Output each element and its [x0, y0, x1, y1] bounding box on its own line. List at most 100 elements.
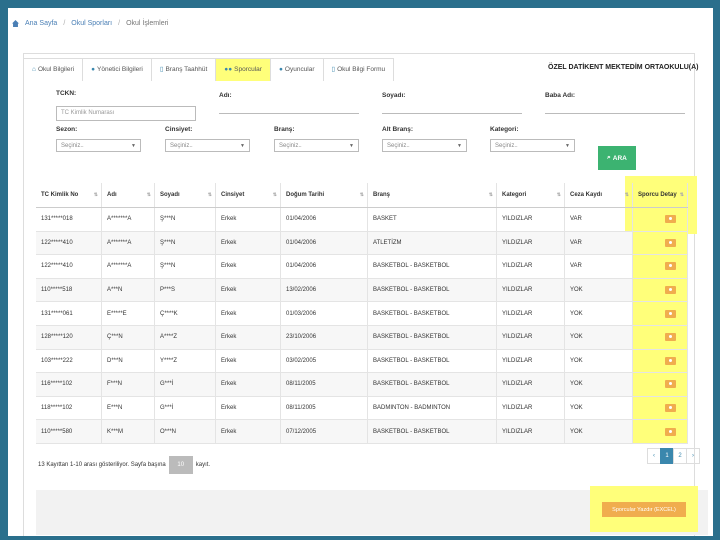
col-kategori[interactable]: Kategori ⇅ — [496, 183, 565, 208]
detail-button[interactable] — [665, 309, 676, 318]
search-button[interactable]: ⌕ ARA — [598, 146, 636, 170]
col-sporcu-detay[interactable]: Sporcu Detay ⇅ — [632, 183, 688, 208]
col-tc[interactable]: TC Kimlik No ⇅ — [36, 183, 102, 208]
excel-export-button[interactable]: Sporcular Yazdır (EXCEL) — [602, 502, 686, 517]
sort-icon: ⇅ — [146, 192, 151, 198]
table-cell: BADMINTON - BADMINTON — [367, 396, 497, 421]
table-cell: 118*****102 — [36, 396, 102, 421]
detail-button[interactable] — [665, 380, 676, 389]
tab-okul-bilgileri[interactable]: ⌂ Okul Bilgileri — [23, 58, 84, 81]
table-cell: E*****E — [101, 301, 155, 326]
tab-label: Branş Taahhüt — [165, 66, 208, 73]
page-2-button[interactable]: 2 — [673, 448, 687, 464]
detail-button[interactable] — [665, 333, 676, 342]
table-row: 128*****120 Ç***N A****Z Erkek 23/10/2006 BAS… — [36, 325, 688, 350]
table-cell: A***N — [101, 278, 155, 303]
table-cell: 08/11/2005 — [280, 396, 368, 421]
tab-label: Okul Bilgi Formu — [337, 66, 386, 73]
breadcrumb-separator: / — [63, 20, 66, 27]
table-cell: YILDIZLAR — [496, 372, 565, 397]
table-cell: YOK — [564, 349, 633, 374]
tckn-input[interactable]: TC Kimlik Numarası — [56, 106, 196, 121]
table-row: 110*****518 A***N P***S Erkek 13/02/2006 BASK… — [36, 278, 688, 303]
table-row: 122*****410 A*******A Ş***N Erkek 01/04/2006… — [36, 231, 688, 256]
sezon-select[interactable]: Seçiniz.. ▼ — [56, 139, 141, 152]
detail-button[interactable] — [665, 262, 676, 271]
table-cell: 01/04/2006 — [280, 254, 368, 279]
cinsiyet-select[interactable]: Seçiniz.. ▼ — [165, 139, 250, 152]
breadcrumb-okul-sporlari[interactable]: Okul Sporları — [71, 20, 113, 27]
breadcrumb-home[interactable]: Ana Sayfa — [25, 20, 58, 27]
users-icon: ●● — [224, 66, 233, 73]
tab-label: Yönetici Bilgileri — [97, 66, 143, 73]
table-cell: BASKETBOL - BASKETBOL — [367, 349, 497, 374]
caret-down-icon: ▼ — [240, 143, 245, 149]
tab-oyuncular[interactable]: ● Oyuncular — [269, 58, 324, 81]
col-cinsiyet[interactable]: Cinsiyet ⇅ — [215, 183, 281, 208]
table-cell: YOK — [564, 325, 633, 350]
tab-label: Okul Bilgileri — [37, 66, 75, 73]
table-cell: A*******A — [101, 254, 155, 279]
detail-button[interactable] — [665, 215, 676, 224]
table-cell: 01/03/2006 — [280, 301, 368, 326]
page-size-select[interactable]: 10 — [168, 456, 193, 474]
detail-button[interactable] — [665, 238, 676, 247]
table-cell: BASKET — [367, 207, 497, 232]
sporcu-detay-cell — [632, 419, 688, 444]
soyadi-input[interactable] — [382, 98, 522, 114]
detail-button[interactable] — [665, 286, 676, 295]
sort-icon: ⇅ — [207, 192, 212, 198]
adi-input[interactable] — [219, 98, 359, 114]
table-row: 116*****102 F***N G***İ Erkek 08/11/2005 BASK… — [36, 372, 688, 397]
table-cell: YILDIZLAR — [496, 396, 565, 421]
detail-button[interactable] — [665, 356, 676, 365]
col-soyadi[interactable]: Soyadı ⇅ — [154, 183, 216, 208]
user-icon: ● — [278, 66, 283, 73]
table-cell: D***N — [101, 349, 155, 374]
table-row: 131*****061 E*****E Ç****K Erkek 01/03/2006 B… — [36, 301, 688, 326]
table-cell: O***N — [154, 419, 216, 444]
table-cell: Erkek — [215, 301, 281, 326]
page-size-value: 10 — [177, 462, 185, 468]
kategori-select[interactable]: Seçiniz.. ▼ — [490, 139, 575, 152]
user-icon: ● — [91, 66, 95, 73]
tab-sporcular[interactable]: ●● Sporcular — [215, 58, 271, 81]
content-panel — [23, 53, 695, 536]
table-cell: 122*****410 — [36, 231, 102, 256]
table-cell: YILDIZLAR — [496, 349, 565, 374]
tab-brans-taahhut[interactable]: ▯ Branş Taahhüt — [150, 58, 217, 81]
table-cell: YOK — [564, 419, 633, 444]
table-cell: 03/02/2005 — [280, 349, 368, 374]
detail-button[interactable] — [665, 427, 676, 436]
soyadi-label: Soyadı: — [382, 92, 406, 99]
header-label: TC Kimlik No — [41, 192, 79, 198]
alt-brans-select[interactable]: Seçiniz.. ▼ — [382, 139, 467, 152]
sporcular-table: TC Kimlik No ⇅ Adı ⇅ Soyadı ⇅ Cinsiyet ⇅ Doğ… — [36, 183, 688, 444]
brans-label: Branş: — [274, 126, 295, 133]
tab-yonetici-bilgileri[interactable]: ● Yönetici Bilgileri — [82, 58, 152, 81]
sporcu-detay-cell — [632, 349, 688, 374]
page-1-button[interactable]: 1 — [660, 448, 674, 464]
prev-page-button[interactable]: ‹ — [647, 448, 661, 464]
sort-icon: ⇅ — [272, 192, 277, 198]
tab-label: Oyuncular — [284, 66, 315, 73]
brans-select[interactable]: Seçiniz.. ▼ — [274, 139, 359, 152]
col-adi[interactable]: Adı ⇅ — [101, 183, 155, 208]
baba-adi-input[interactable] — [545, 98, 685, 114]
col-dogum-tarihi[interactable]: Doğum Tarihi ⇅ — [280, 183, 368, 208]
header-label: Cinsiyet — [221, 192, 245, 198]
table-cell: BASKETBOL - BASKETBOL — [367, 372, 497, 397]
col-ceza-kaydi[interactable]: Ceza Kaydı ⇅ — [564, 183, 633, 208]
tab-okul-bilgi-formu[interactable]: ▯ Okul Bilgi Formu — [322, 58, 395, 81]
table-cell: YILDIZLAR — [496, 419, 565, 444]
tckn-label: TCKN: — [56, 90, 77, 97]
detail-button[interactable] — [665, 404, 676, 413]
next-page-button[interactable]: › — [686, 448, 700, 464]
breadcrumb-separator: / — [118, 20, 121, 27]
table-cell: Y****Z — [154, 349, 216, 374]
table-cell: 23/10/2006 — [280, 325, 368, 350]
col-brans[interactable]: Branş ⇅ — [367, 183, 497, 208]
table-cell: BASKETBOL - BASKETBOL — [367, 325, 497, 350]
table-header-row: TC Kimlik No ⇅ Adı ⇅ Soyadı ⇅ Cinsiyet ⇅ Doğ… — [36, 183, 688, 208]
sort-icon: ⇅ — [624, 192, 629, 198]
